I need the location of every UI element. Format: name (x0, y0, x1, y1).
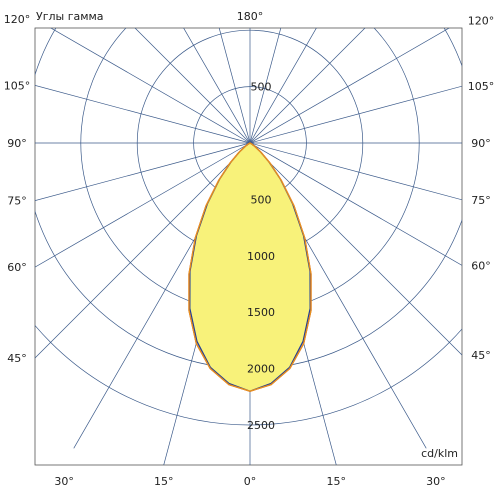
radial-tick-label: 1500 (247, 306, 275, 319)
radial-tick-label: 1000 (247, 250, 275, 263)
grid-spoke (249, 142, 462, 356)
top-angle-label: 180° (237, 10, 264, 23)
grid-spoke (35, 85, 251, 144)
radial-tick-label: 2000 (247, 363, 275, 376)
grid-spoke (35, 142, 251, 268)
right-angle-label: 105° (468, 80, 495, 93)
bottom-angle-label: 30° (54, 475, 74, 488)
intensity-fill (189, 143, 311, 392)
radial-tick-label: 500 (251, 81, 272, 94)
grid-spoke (249, 142, 462, 266)
intensity-curve-3 (188, 142, 312, 392)
right-angle-label: 75° (471, 194, 491, 207)
grid-spoke (249, 28, 282, 144)
bottom-angle-label: 15° (327, 475, 347, 488)
grid-spoke (35, 142, 251, 359)
radial-tick-label: 500 (251, 193, 272, 206)
left-angle-label: 75° (7, 195, 27, 208)
bottom-angle-label: 0° (244, 475, 257, 488)
grid-spoke (249, 28, 366, 144)
left-angle-label: 90° (7, 137, 27, 150)
chart-title: Углы гамма (36, 10, 104, 23)
radial-tick-label: 2500 (247, 419, 275, 432)
left-angle-label: 60° (7, 261, 27, 274)
right-angle-label: 90° (471, 137, 491, 150)
grid-spoke (249, 142, 462, 201)
grid-spoke (218, 28, 251, 144)
right-angle-label: 60° (471, 259, 491, 272)
unit-label: cd/klm (421, 447, 458, 460)
left-angle-label: 105° (4, 79, 31, 92)
plot-frame (34, 27, 463, 466)
bottom-angle-label: 30° (426, 475, 446, 488)
right-angle-label: 120° (468, 15, 495, 28)
grid-spoke (183, 28, 251, 144)
grid-spoke (249, 28, 450, 144)
grid-spoke (50, 28, 251, 144)
grid-spoke (35, 142, 251, 201)
grid-spoke (134, 28, 251, 144)
bottom-angle-label: 15° (154, 475, 174, 488)
left-angle-label: 120° (4, 13, 31, 26)
right-angle-label: 45° (471, 349, 491, 362)
grid-spoke (249, 85, 462, 144)
left-angle-label: 45° (7, 352, 27, 365)
grid-spoke (249, 28, 317, 144)
